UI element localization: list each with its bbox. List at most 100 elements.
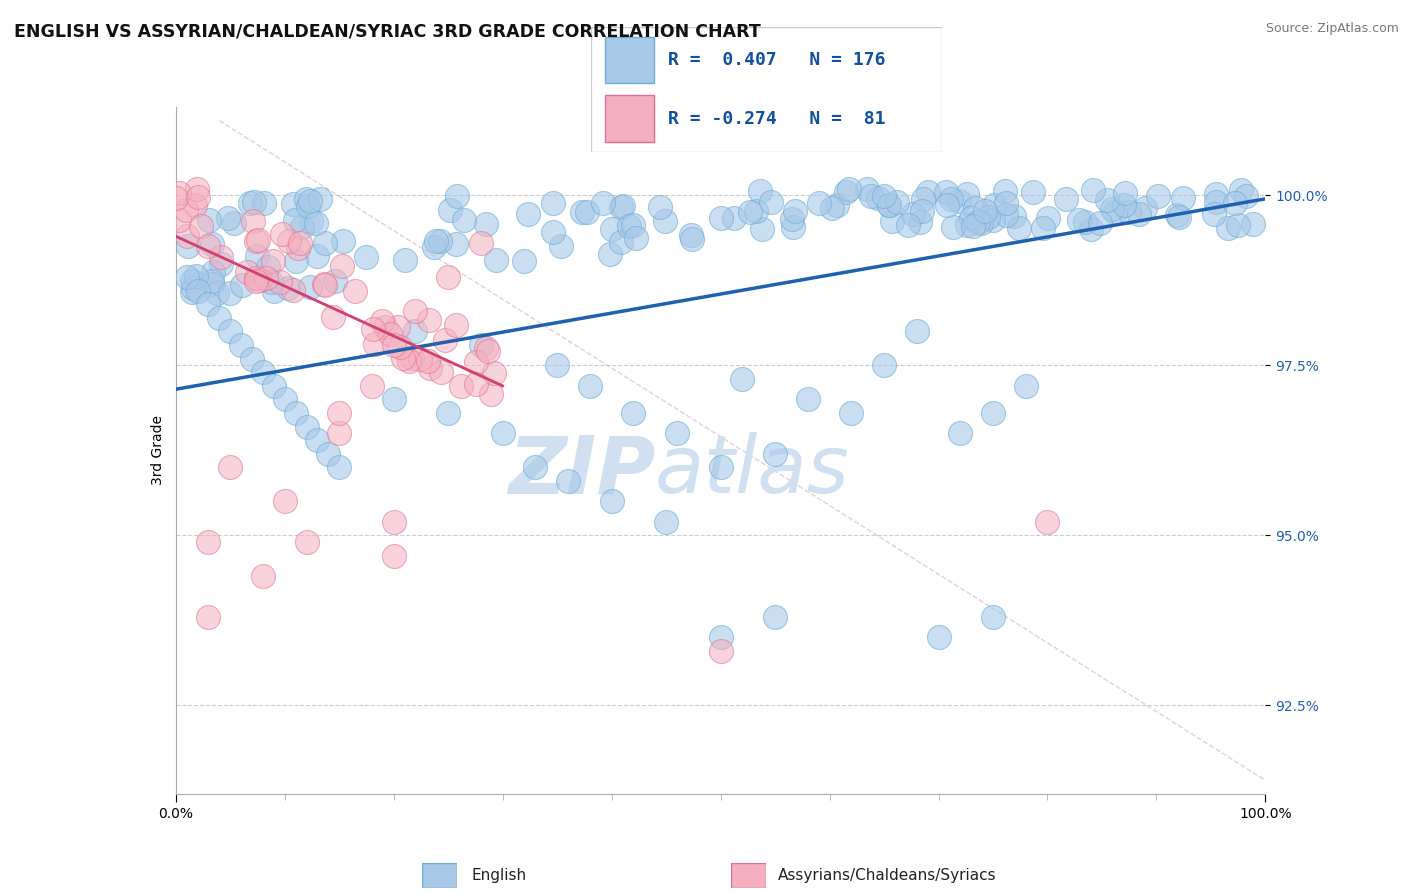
Point xyxy=(253,195,276,210)
Point xyxy=(218,211,240,226)
Text: Source: ZipAtlas.com: Source: ZipAtlas.com xyxy=(1265,22,1399,36)
Point xyxy=(782,219,804,234)
Point xyxy=(710,460,733,475)
Point xyxy=(1036,211,1059,226)
Point xyxy=(911,204,934,219)
Point xyxy=(247,233,270,247)
Point xyxy=(219,325,242,339)
Point xyxy=(1166,208,1188,222)
Point xyxy=(710,211,733,225)
Point xyxy=(242,214,264,228)
Point xyxy=(274,494,297,508)
Point xyxy=(599,246,621,260)
Point xyxy=(969,216,991,230)
Point xyxy=(370,314,392,328)
Point xyxy=(330,259,353,273)
Point xyxy=(475,217,498,231)
Point xyxy=(269,276,291,290)
Y-axis label: 3rd Grade: 3rd Grade xyxy=(150,416,165,485)
Point xyxy=(763,610,786,624)
Point xyxy=(328,460,350,475)
Point xyxy=(382,338,405,352)
Point xyxy=(205,286,228,301)
Point xyxy=(312,277,335,291)
FancyBboxPatch shape xyxy=(731,863,766,888)
Point xyxy=(905,325,928,339)
Point xyxy=(245,271,267,285)
Point xyxy=(263,379,285,393)
Point xyxy=(477,344,499,359)
Point xyxy=(821,201,844,215)
Point xyxy=(877,198,900,212)
Point xyxy=(464,355,486,369)
Point xyxy=(1054,192,1077,206)
Point xyxy=(935,185,957,199)
Point xyxy=(190,219,212,234)
Point xyxy=(453,212,475,227)
Point xyxy=(281,197,304,211)
Point xyxy=(183,281,205,295)
Point xyxy=(437,406,460,420)
Point xyxy=(609,200,631,214)
Point xyxy=(307,249,329,263)
Point xyxy=(981,212,1004,227)
Point xyxy=(284,406,307,420)
Point xyxy=(994,208,1017,222)
Point xyxy=(222,216,245,230)
Point xyxy=(257,260,280,274)
Point xyxy=(197,239,219,253)
Point xyxy=(363,322,385,336)
Point xyxy=(209,257,232,271)
Point xyxy=(167,212,190,227)
Text: ZIP: ZIP xyxy=(508,432,655,510)
Point xyxy=(1021,185,1043,199)
Point xyxy=(249,273,271,287)
Point xyxy=(780,212,803,227)
Point xyxy=(977,210,1000,224)
Point xyxy=(429,234,451,248)
Point xyxy=(967,215,990,229)
Point xyxy=(751,221,773,235)
Point xyxy=(425,234,447,248)
Point xyxy=(626,231,648,245)
Text: atlas: atlas xyxy=(655,432,851,510)
Point xyxy=(246,249,269,263)
Text: ENGLISH VS ASSYRIAN/CHALDEAN/SYRIAC 3RD GRADE CORRELATION CHART: ENGLISH VS ASSYRIAN/CHALDEAN/SYRIAC 3RD … xyxy=(14,22,761,40)
Point xyxy=(482,366,505,380)
Point xyxy=(648,200,671,214)
Point xyxy=(994,184,1017,198)
Point xyxy=(380,326,402,341)
Point xyxy=(343,285,366,299)
Point xyxy=(897,218,920,232)
Point xyxy=(328,406,350,420)
FancyBboxPatch shape xyxy=(422,863,457,888)
Point xyxy=(231,278,253,293)
Point xyxy=(1128,207,1150,221)
Point xyxy=(298,194,321,208)
Point xyxy=(679,227,702,242)
Point xyxy=(299,213,322,227)
Point xyxy=(1234,189,1257,203)
Point xyxy=(873,359,896,373)
Text: Assyrians/Chaldeans/Syriacs: Assyrians/Chaldeans/Syriacs xyxy=(778,869,995,883)
Point xyxy=(186,284,209,298)
Point xyxy=(278,234,301,248)
Point xyxy=(1080,222,1102,236)
Point xyxy=(617,219,640,233)
Point xyxy=(838,182,860,196)
FancyBboxPatch shape xyxy=(605,37,654,83)
Point xyxy=(962,219,984,233)
Point xyxy=(274,392,297,407)
Point xyxy=(513,254,536,268)
Point xyxy=(219,460,242,475)
Point xyxy=(935,198,957,212)
Point xyxy=(557,474,579,488)
Point xyxy=(470,235,492,250)
Point xyxy=(942,219,965,234)
Point xyxy=(197,297,219,311)
Point xyxy=(364,336,387,351)
Point xyxy=(197,535,219,549)
Point xyxy=(939,192,962,206)
Point xyxy=(1095,194,1118,208)
Point xyxy=(184,198,207,212)
